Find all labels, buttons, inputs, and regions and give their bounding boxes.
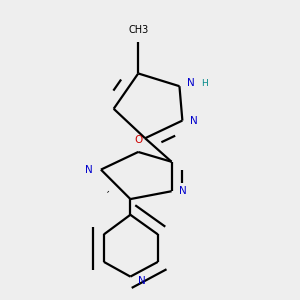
Text: N: N <box>85 165 93 175</box>
Text: O: O <box>134 135 142 145</box>
Text: N: N <box>179 186 187 196</box>
Text: N: N <box>190 116 197 126</box>
Text: N: N <box>187 78 195 88</box>
Text: N: N <box>138 276 146 286</box>
Text: CH3: CH3 <box>128 25 148 35</box>
Text: H: H <box>201 79 208 88</box>
